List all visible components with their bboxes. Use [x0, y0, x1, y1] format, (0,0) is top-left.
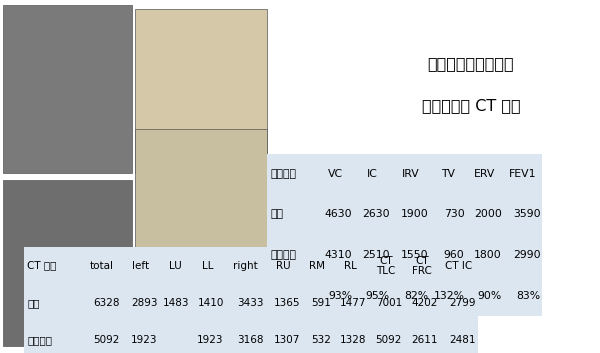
- Text: right: right: [233, 261, 258, 271]
- Text: RM: RM: [310, 261, 325, 271]
- Text: 5092: 5092: [376, 335, 402, 345]
- Bar: [267, 275, 542, 316]
- Text: 95%: 95%: [365, 291, 389, 301]
- Text: 1923: 1923: [131, 335, 158, 345]
- Text: 532: 532: [311, 335, 331, 345]
- Text: LL: LL: [202, 261, 214, 271]
- Text: 1800: 1800: [474, 250, 502, 260]
- Text: CT 計測: CT 計測: [27, 261, 56, 271]
- Text: 3168: 3168: [238, 335, 264, 345]
- FancyBboxPatch shape: [3, 180, 132, 346]
- Text: 3433: 3433: [238, 298, 264, 308]
- Text: 2799: 2799: [449, 298, 476, 308]
- Text: 1550: 1550: [401, 250, 428, 260]
- Text: total: total: [89, 261, 113, 271]
- Text: 術前: 術前: [27, 298, 40, 308]
- Text: 1477: 1477: [340, 298, 366, 308]
- Text: 730: 730: [443, 209, 464, 220]
- Text: 2893: 2893: [131, 298, 158, 308]
- Text: IRV: IRV: [402, 169, 419, 179]
- Text: 1410: 1410: [197, 298, 224, 308]
- Text: RU: RU: [277, 261, 291, 271]
- Text: CT
TLC: CT TLC: [376, 256, 395, 276]
- Text: 1328: 1328: [340, 335, 366, 345]
- FancyBboxPatch shape: [135, 129, 267, 289]
- Bar: [267, 194, 542, 235]
- FancyBboxPatch shape: [135, 9, 267, 173]
- Text: 呀吸機能: 呀吸機能: [270, 169, 296, 179]
- Text: 1923: 1923: [197, 335, 224, 345]
- Text: 1483: 1483: [163, 298, 189, 308]
- Bar: [24, 321, 478, 353]
- Text: 2000: 2000: [474, 209, 502, 220]
- Text: 93%: 93%: [328, 291, 352, 301]
- Text: 1365: 1365: [274, 298, 300, 308]
- Text: 3590: 3590: [513, 209, 541, 220]
- Text: 132%: 132%: [433, 291, 464, 301]
- Text: 呀吸機能と CT 体積: 呀吸機能と CT 体積: [422, 98, 520, 113]
- Text: 左上葉切除術前後の: 左上葉切除術前後の: [428, 56, 514, 71]
- Text: ERV: ERV: [474, 169, 496, 179]
- Text: 1307: 1307: [274, 335, 300, 345]
- Text: LU: LU: [169, 261, 182, 271]
- Text: 90%: 90%: [478, 291, 502, 301]
- Text: FEV1: FEV1: [509, 169, 536, 179]
- Text: 2611: 2611: [412, 335, 438, 345]
- Text: 7001: 7001: [376, 298, 402, 308]
- Text: 術後半年: 術後半年: [27, 335, 52, 345]
- FancyBboxPatch shape: [3, 5, 132, 173]
- Text: 5092: 5092: [94, 335, 120, 345]
- Text: 4202: 4202: [412, 298, 438, 308]
- Text: 2510: 2510: [362, 250, 389, 260]
- Text: 1900: 1900: [401, 209, 428, 220]
- Text: 2481: 2481: [449, 335, 476, 345]
- Text: CT
FRC: CT FRC: [412, 256, 432, 276]
- Text: 術前: 術前: [270, 209, 283, 220]
- Text: 6328: 6328: [94, 298, 120, 308]
- Bar: [267, 235, 542, 275]
- Text: IC: IC: [367, 169, 378, 179]
- Text: left: left: [132, 261, 149, 271]
- Text: 術後半年: 術後半年: [270, 250, 296, 260]
- Bar: [267, 154, 542, 194]
- Text: 2630: 2630: [362, 209, 389, 220]
- Text: TV: TV: [441, 169, 455, 179]
- Text: 4310: 4310: [325, 250, 352, 260]
- Bar: [24, 284, 478, 321]
- Text: 960: 960: [443, 250, 464, 260]
- Text: RL: RL: [344, 261, 357, 271]
- Text: 83%: 83%: [517, 291, 541, 301]
- Bar: [24, 247, 478, 284]
- Text: VC: VC: [328, 169, 343, 179]
- Text: 82%: 82%: [404, 291, 428, 301]
- Text: 2990: 2990: [513, 250, 541, 260]
- Text: CT IC: CT IC: [445, 261, 472, 271]
- Text: 4630: 4630: [325, 209, 352, 220]
- Text: 591: 591: [311, 298, 331, 308]
